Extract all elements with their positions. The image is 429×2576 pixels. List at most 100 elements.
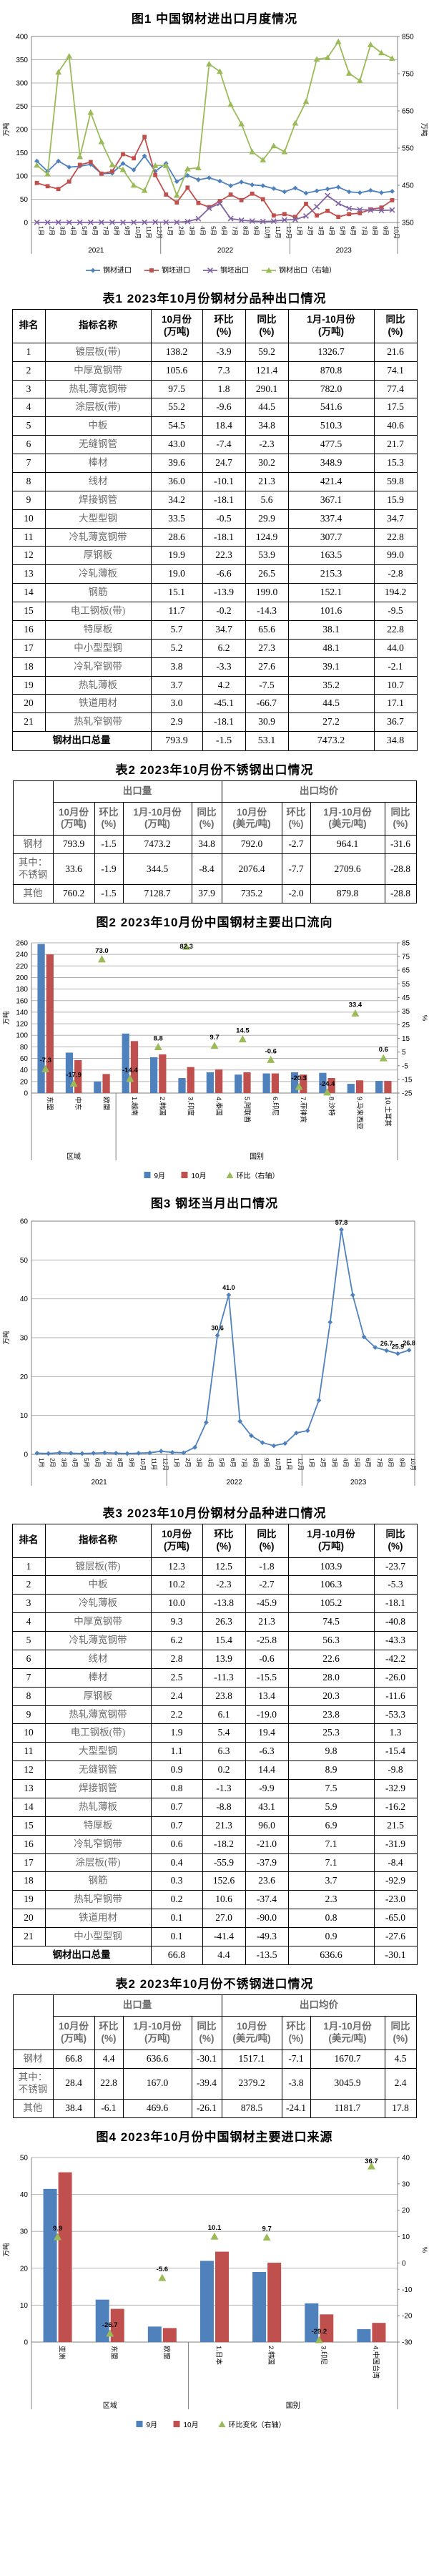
cell: -26.1: [191, 2098, 222, 2118]
cell: 26.5: [245, 564, 289, 584]
table-row: 3 冷轧薄板 10.0 -13.8 -45.9 105.2 -18.1: [11, 1594, 418, 1614]
svg-text:中东: 中东: [74, 1097, 82, 1110]
figure4-section: 图4 2023年10月份中国钢材主要进口来源 0 10 20 30 40 50 万吨 -30 -…: [0, 2127, 429, 2434]
cell: 367.1: [287, 490, 375, 510]
cell: 21: [11, 712, 46, 733]
svg-text:100: 100: [16, 173, 28, 181]
svg-text:9.9: 9.9: [53, 2224, 62, 2232]
cell: -7.1: [281, 2049, 311, 2069]
svg-text:350: 350: [16, 57, 28, 64]
svg-text:850: 850: [402, 34, 414, 41]
svg-text:5.阿联酋: 5.阿联酋: [242, 1097, 251, 1122]
svg-text:55: 55: [402, 981, 410, 989]
cell: 878.5: [221, 2098, 282, 2118]
cell: 9.8: [287, 1742, 375, 1762]
svg-text:40: 40: [20, 1067, 29, 1074]
svg-text:4月: 4月: [207, 1458, 214, 1467]
cell: 43.1: [245, 1797, 289, 1817]
svg-text:3月: 3月: [60, 1458, 67, 1467]
svg-text:36.7: 36.7: [365, 2158, 378, 2165]
cell: 11: [11, 1742, 46, 1762]
table-row: 2 中板 10.2 -2.3 -2.7 106.3 -5.3: [11, 1575, 418, 1595]
svg-text:220: 220: [16, 963, 28, 971]
svg-text:7.菲律宾: 7.菲律宾: [299, 1097, 307, 1122]
indicator-name: 钢筋: [44, 1871, 152, 1891]
cell: 34.8: [245, 416, 289, 436]
cell: 22.8: [373, 619, 418, 640]
cell: 105.6: [150, 361, 203, 381]
indicator-name: 热轧薄宽钢带: [44, 379, 152, 399]
cell: 19.0: [150, 564, 203, 584]
svg-text:100: 100: [16, 1032, 28, 1039]
svg-text:20: 20: [20, 1373, 29, 1381]
cell: 1: [11, 342, 46, 362]
cell: -9.8: [373, 1760, 418, 1780]
table3-title: 表3 2023年10月份钢材分品种进口情况: [102, 1506, 327, 1520]
column-header: 指标名称: [44, 1523, 152, 1558]
table-row: 20 铁道用材 0.1 27.0 -90.0 0.8 -65.0: [11, 1909, 418, 1928]
svg-text:1.越南: 1.越南: [130, 1097, 139, 1116]
svg-text:9.7: 9.7: [262, 2225, 272, 2233]
cell: -42.2: [373, 1649, 418, 1669]
svg-text:85: 85: [402, 939, 410, 947]
svg-text:50: 50: [20, 196, 29, 204]
indicator-name: 电工钢板(带): [44, 1723, 152, 1743]
svg-text:12月: 12月: [156, 226, 163, 239]
cell: 18: [11, 1871, 46, 1891]
table-row: 1 镀层板(带) 12.3 12.5 -1.8 103.9 -23.7: [11, 1557, 418, 1577]
svg-text:9月: 9月: [263, 1458, 270, 1467]
cell: 0.1: [150, 1927, 203, 1946]
svg-text:8月: 8月: [242, 226, 250, 235]
cell: 2379.2: [221, 2067, 282, 2100]
cell: 19.4: [245, 1723, 289, 1743]
cell: 6.2: [150, 1631, 203, 1650]
svg-text:12月: 12月: [297, 1458, 304, 1471]
svg-text:2021: 2021: [91, 1479, 107, 1487]
table-group-header-row: 出口量 出口均价: [12, 1994, 417, 2050]
svg-text:5月: 5月: [209, 226, 217, 235]
cell: 0.9: [150, 1760, 203, 1780]
cell: 15.9: [373, 490, 418, 510]
cell: 33.6: [52, 853, 95, 885]
indicator-name: 冷轧窄钢带: [44, 657, 152, 677]
cell: 964.1: [310, 835, 385, 855]
table1-title: 表1 2023年10月份钢材分品种出口情况: [102, 292, 327, 305]
indicator-name: 铁道用材: [44, 694, 152, 714]
table-row: 14 钢筋 15.1 -13.9 199.0 152.1 194.2: [11, 583, 418, 602]
cell: 15: [11, 602, 46, 621]
svg-text:7月: 7月: [360, 226, 368, 235]
column-header: 10月份 (万吨): [52, 801, 95, 836]
cell: 0.7: [150, 1816, 203, 1836]
svg-text:650: 650: [402, 108, 414, 116]
cell: 55.2: [150, 398, 203, 418]
cell: 53.1: [245, 731, 289, 751]
svg-text:2月: 2月: [307, 226, 314, 235]
cell: 163.5: [287, 546, 375, 566]
cell: 44.5: [287, 694, 375, 714]
cell: 27.2: [287, 712, 375, 733]
indicator-name: 涂层板(带): [44, 1853, 152, 1873]
svg-text:260: 260: [16, 939, 28, 947]
cell: 3.8: [150, 657, 203, 677]
cell: 9.3: [150, 1612, 203, 1632]
table-row: 6 线材 2.8 13.9 -0.6 22.6 -42.2: [11, 1649, 418, 1669]
svg-text:6月: 6月: [230, 1458, 237, 1467]
cell: 36.0: [150, 471, 203, 491]
indicator-name: 厚钢板: [44, 1686, 152, 1706]
indicator-name: 棒材: [44, 1667, 152, 1688]
cell: -3.3: [202, 657, 246, 677]
cell: -13.5: [245, 1945, 289, 1966]
cell: 17: [11, 638, 46, 658]
cell: -1.9: [94, 853, 124, 885]
table-group-header-row: 出口量 出口均价: [12, 780, 417, 836]
cell: 4.2: [202, 675, 246, 695]
cell: -2.1: [373, 657, 418, 677]
cell: 65.6: [245, 619, 289, 640]
column-header: 10月份 (万吨): [150, 1523, 203, 1558]
svg-text:10月: 10月: [134, 226, 142, 239]
legend-item: 环比（右轴）: [237, 1171, 280, 1180]
legend-item: 钢坯进口: [162, 265, 190, 275]
table-row: 16 特厚板 5.7 34.7 65.6 38.1 22.8: [11, 619, 418, 640]
cell: -8.4: [373, 1853, 418, 1873]
cell: 37.9: [191, 883, 222, 903]
